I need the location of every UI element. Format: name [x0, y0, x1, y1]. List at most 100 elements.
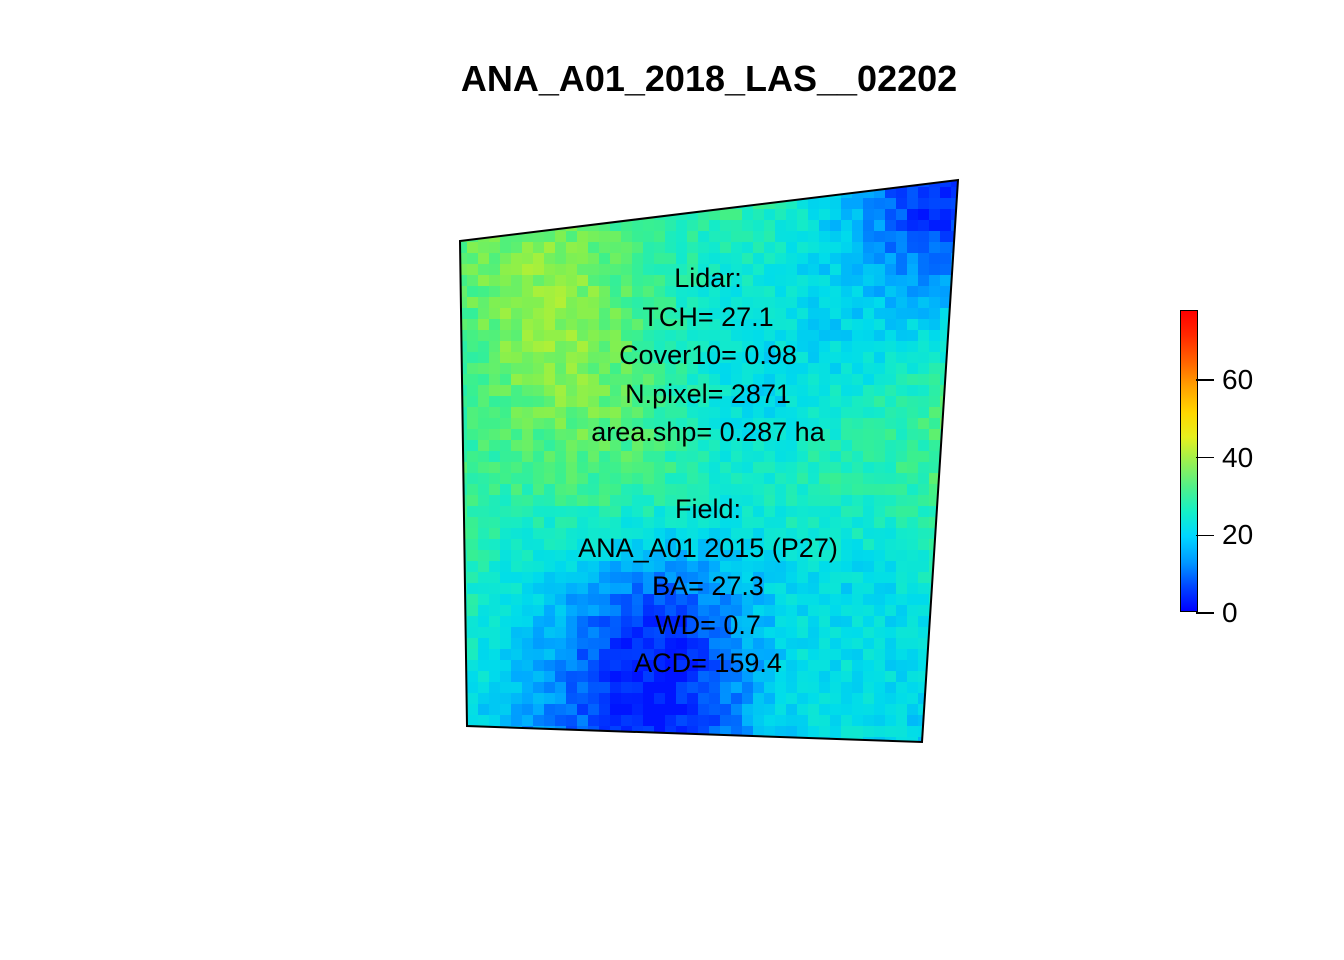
raster-cell	[511, 561, 523, 573]
raster-cell	[687, 616, 699, 628]
raster-cell	[478, 264, 490, 276]
raster-cell	[544, 418, 556, 430]
raster-cell	[522, 627, 534, 639]
raster-cell	[511, 506, 523, 518]
raster-cell	[544, 660, 556, 672]
raster-cell	[467, 198, 479, 210]
raster-cell	[874, 473, 886, 485]
raster-cell	[555, 363, 567, 375]
raster-cell	[951, 539, 958, 551]
raster-cell	[852, 671, 864, 683]
raster-cell	[654, 451, 666, 463]
raster-cell	[786, 539, 798, 551]
raster-cell	[478, 319, 490, 331]
raster-cell	[500, 352, 512, 364]
raster-cell	[929, 319, 941, 331]
raster-cell	[610, 594, 622, 606]
raster-cell	[764, 506, 776, 518]
raster-cell	[709, 209, 721, 221]
raster-cell	[577, 286, 589, 298]
raster-cell	[599, 737, 611, 742]
raster-cell	[720, 374, 732, 386]
raster-cell	[665, 539, 677, 551]
raster-cell	[753, 605, 765, 617]
raster-cell	[753, 649, 765, 661]
raster-cell	[731, 385, 743, 397]
raster-cell	[786, 180, 798, 188]
raster-cell	[753, 308, 765, 320]
raster-cell	[709, 418, 721, 430]
raster-cell	[709, 671, 721, 683]
raster-cell	[852, 363, 864, 375]
raster-cell	[511, 627, 523, 639]
raster-cell	[467, 209, 479, 221]
raster-cell	[918, 231, 930, 243]
raster-cell	[896, 550, 908, 562]
raster-cell	[896, 418, 908, 430]
raster-cell	[753, 627, 765, 639]
raster-cell	[731, 484, 743, 496]
raster-cell	[786, 726, 798, 738]
raster-cell	[566, 242, 578, 254]
raster-cell	[478, 440, 490, 452]
raster-cell	[753, 726, 765, 738]
raster-cell	[654, 440, 666, 452]
raster-cell	[885, 605, 897, 617]
raster-cell	[731, 616, 743, 628]
raster-cell	[907, 473, 919, 485]
raster-cell	[720, 187, 732, 199]
raster-cell	[687, 473, 699, 485]
raster-cell	[533, 627, 545, 639]
raster-cell	[555, 704, 567, 716]
raster-cell	[566, 693, 578, 705]
raster-cell	[566, 341, 578, 353]
raster-cell	[918, 374, 930, 386]
raster-cell	[460, 440, 468, 452]
raster-cell	[841, 396, 853, 408]
raster-cell	[588, 506, 600, 518]
raster-cell	[709, 704, 721, 716]
raster-cell	[687, 693, 699, 705]
raster-cell	[907, 462, 919, 474]
raster-cell	[830, 264, 842, 276]
raster-cell	[918, 550, 930, 562]
raster-cell	[885, 484, 897, 496]
raster-cell	[665, 231, 677, 243]
raster-cell	[874, 374, 886, 386]
raster-cell	[786, 198, 798, 210]
raster-cell	[940, 649, 952, 661]
raster-cell	[522, 572, 534, 584]
raster-cell	[500, 660, 512, 672]
raster-cell	[687, 737, 699, 742]
raster-cell	[566, 319, 578, 331]
raster-cell	[731, 561, 743, 573]
raster-cell	[742, 561, 754, 573]
raster-cell	[830, 649, 842, 661]
raster-cell	[742, 297, 754, 309]
raster-cell	[511, 462, 523, 474]
raster-cell	[742, 737, 754, 742]
raster-cell	[467, 363, 479, 375]
raster-cell	[467, 352, 479, 364]
raster-cell	[621, 286, 633, 298]
raster-cell	[896, 396, 908, 408]
raster-cell	[929, 220, 941, 232]
raster-cell	[478, 693, 490, 705]
raster-cell	[830, 528, 842, 540]
raster-cell	[907, 385, 919, 397]
raster-cell	[588, 264, 600, 276]
raster-cell	[676, 198, 688, 210]
raster-cell	[951, 451, 958, 463]
raster-cell	[665, 627, 677, 639]
raster-cell	[687, 286, 699, 298]
raster-cell	[687, 715, 699, 727]
raster-cell	[654, 253, 666, 265]
raster-cell	[599, 180, 611, 188]
raster-cell	[533, 671, 545, 683]
raster-cell	[676, 550, 688, 562]
raster-cell	[588, 187, 600, 199]
raster-cell	[885, 704, 897, 716]
raster-cell	[709, 319, 721, 331]
raster-cell	[544, 561, 556, 573]
raster-cell	[852, 341, 864, 353]
